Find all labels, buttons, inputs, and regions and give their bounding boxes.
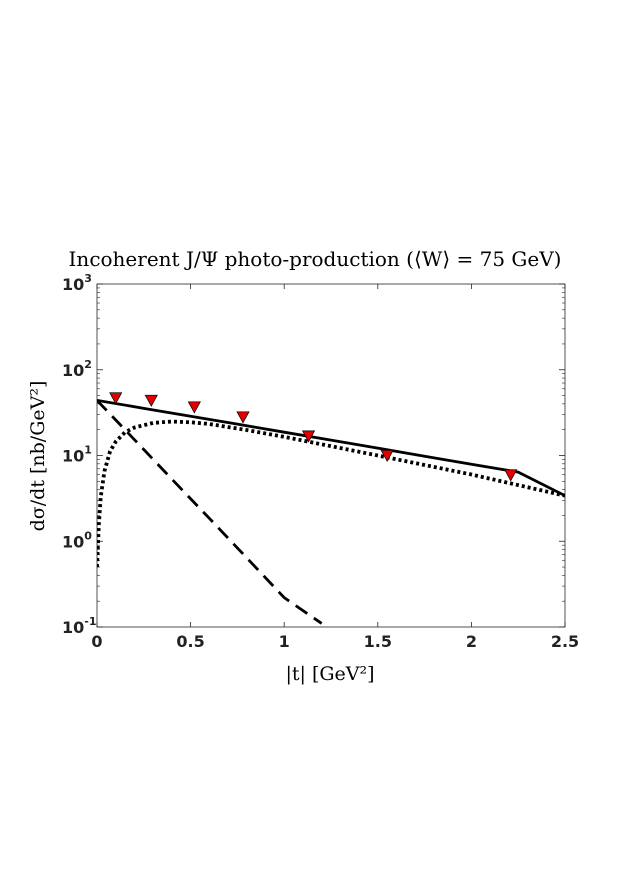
y-tick-label: 103: [62, 272, 92, 294]
y-axis-label: dσ/dt [nb/GeV²]: [27, 381, 49, 532]
y-tick-label: 102: [62, 358, 92, 380]
data-marker-triangle: [187, 401, 201, 414]
data-marker-triangle: [504, 469, 518, 482]
x-tick-label: 1: [279, 632, 290, 651]
series-line-solid: [97, 398, 565, 497]
x-axis-label: |t| [GeV²]: [285, 663, 374, 685]
y-tick-label: 101: [62, 444, 92, 466]
chart-title: Incoherent J/Ψ photo-production (⟨W⟩ = 7…: [69, 247, 562, 271]
x-tick-label: 0: [91, 632, 102, 651]
data-marker-triangle: [236, 411, 250, 424]
series-line-dotted: [97, 419, 565, 568]
x-tick-label: 2: [466, 632, 477, 651]
axes-box: [96, 283, 566, 628]
x-tick-label: 2.5: [551, 632, 579, 651]
series-line-dashed: [97, 399, 323, 625]
y-tick-label: 100: [62, 529, 92, 551]
data-marker-triangle: [109, 392, 123, 405]
x-tick-label: 1.5: [364, 632, 392, 651]
data-marker-triangle: [144, 394, 158, 407]
data-marker-triangle: [380, 449, 394, 462]
data-marker-triangle: [301, 430, 316, 443]
x-tick-label: 0.5: [176, 632, 204, 651]
